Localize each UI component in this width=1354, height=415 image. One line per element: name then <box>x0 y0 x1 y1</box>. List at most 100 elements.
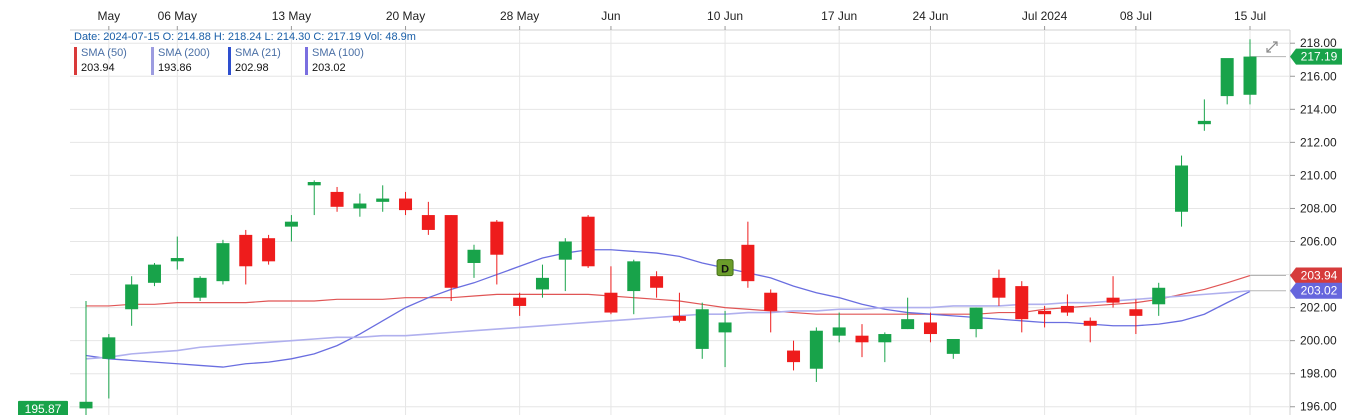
sma-name: SMA (100) <box>312 47 364 59</box>
candle[interactable] <box>399 191 413 216</box>
sma100-price-badge <box>1290 282 1342 299</box>
candle[interactable] <box>969 307 983 338</box>
last-price-badge <box>1290 48 1342 65</box>
y-tick-label: 200.00 <box>1300 334 1337 348</box>
candle[interactable] <box>604 266 618 315</box>
candle[interactable] <box>1106 276 1120 308</box>
open-label: O: <box>162 31 175 43</box>
candle[interactable] <box>1038 305 1052 328</box>
x-tick-label: 15 Jul <box>1234 9 1266 23</box>
vol-value: 48.9m <box>385 31 416 43</box>
sma-color-bar <box>74 47 77 75</box>
candle[interactable] <box>102 334 116 399</box>
first-price-label: 195.87 <box>25 402 62 415</box>
candle[interactable] <box>262 234 276 265</box>
candle[interactable] <box>946 338 960 359</box>
candle[interactable] <box>444 215 458 301</box>
y-tick-label: 218.00 <box>1300 36 1337 50</box>
candle[interactable] <box>787 340 801 371</box>
sma-legend: SMA (50) 203.94 SMA (200) 193.86 SMA (21) 2… <box>74 46 416 76</box>
candle[interactable] <box>581 215 595 268</box>
sma100-price-label: 203.02 <box>1301 284 1338 298</box>
candle-body <box>878 334 892 343</box>
candle[interactable] <box>239 229 253 285</box>
candle[interactable] <box>307 180 321 216</box>
candle[interactable] <box>809 327 823 382</box>
candle[interactable] <box>147 262 161 287</box>
sma-value: 193.86 <box>158 62 192 74</box>
candle[interactable] <box>79 300 93 415</box>
candle[interactable] <box>376 185 390 212</box>
sma-legend-item[interactable]: SMA (100) 203.02 <box>305 46 382 76</box>
candle[interactable] <box>1015 281 1029 333</box>
candle[interactable] <box>125 276 139 326</box>
candle[interactable] <box>764 289 778 333</box>
candle-body <box>307 182 321 186</box>
candle[interactable] <box>1083 317 1097 343</box>
candlestick-series[interactable] <box>79 39 1257 415</box>
candle[interactable] <box>170 236 184 270</box>
candle-body <box>581 216 595 267</box>
candle-body <box>239 234 253 267</box>
candle[interactable] <box>330 186 344 212</box>
candle[interactable] <box>1220 58 1234 105</box>
candle[interactable] <box>490 220 504 285</box>
sma-legend-item[interactable]: SMA (21) 202.98 <box>228 46 305 76</box>
sma-legend-item[interactable]: SMA (50) 203.94 <box>74 46 151 76</box>
candle[interactable] <box>650 271 664 298</box>
candle[interactable] <box>1197 99 1211 131</box>
candle[interactable] <box>1060 294 1074 316</box>
dividend-marker-label: D <box>721 264 729 276</box>
candle[interactable] <box>718 310 732 368</box>
sma-value: 203.94 <box>81 62 115 74</box>
candle[interactable] <box>1129 299 1143 335</box>
ohlc-info: Date: 2024-07-15 O: 214.88 H: 218.24 L: 214.… <box>74 31 416 43</box>
dividend-marker-box[interactable] <box>716 259 734 277</box>
candle[interactable] <box>695 302 709 359</box>
candle[interactable] <box>284 215 298 242</box>
candle[interactable] <box>627 259 641 315</box>
candle-body <box>284 221 298 227</box>
dividend-marker[interactable]: D <box>716 259 734 277</box>
candle-body <box>1243 56 1257 95</box>
low-label: L: <box>264 31 274 43</box>
candle[interactable] <box>878 332 892 363</box>
sma-name: SMA (50) <box>81 47 127 59</box>
candle[interactable] <box>421 201 435 235</box>
candle-body <box>147 264 161 283</box>
y-tick-label: 216.00 <box>1300 69 1337 83</box>
candle[interactable] <box>923 312 937 343</box>
candle[interactable] <box>992 269 1006 306</box>
candle[interactable] <box>216 239 230 285</box>
candle[interactable] <box>901 297 915 330</box>
candle[interactable] <box>855 324 869 358</box>
candle[interactable] <box>558 238 572 292</box>
sma-legend-item[interactable]: SMA (200) 193.86 <box>151 46 228 76</box>
high-label: H: <box>213 31 225 43</box>
y-tick-label: 214.00 <box>1300 102 1337 116</box>
candle[interactable] <box>1152 282 1166 316</box>
grid-lines <box>70 29 1291 415</box>
candle[interactable] <box>1243 39 1257 105</box>
candle[interactable] <box>741 221 755 288</box>
candle[interactable] <box>672 292 686 323</box>
candle[interactable] <box>535 264 549 298</box>
candle[interactable] <box>513 292 527 316</box>
expand-icon[interactable] <box>1266 41 1278 53</box>
y-tick-label: 198.00 <box>1300 367 1337 381</box>
candle-body <box>102 337 116 359</box>
candle[interactable] <box>832 312 846 343</box>
x-tick-label: Jul 2024 <box>1022 9 1068 23</box>
x-tick-label: 24 Jun <box>912 9 948 23</box>
candle[interactable] <box>193 276 207 301</box>
candle-body <box>1152 287 1166 305</box>
candle-body <box>787 350 801 363</box>
sma-color-bar <box>305 47 308 75</box>
sma-line <box>85 289 1251 360</box>
candle[interactable] <box>1175 155 1189 227</box>
candle[interactable] <box>353 193 367 217</box>
close-value: 217.19 <box>327 31 362 43</box>
candle[interactable] <box>467 244 481 278</box>
